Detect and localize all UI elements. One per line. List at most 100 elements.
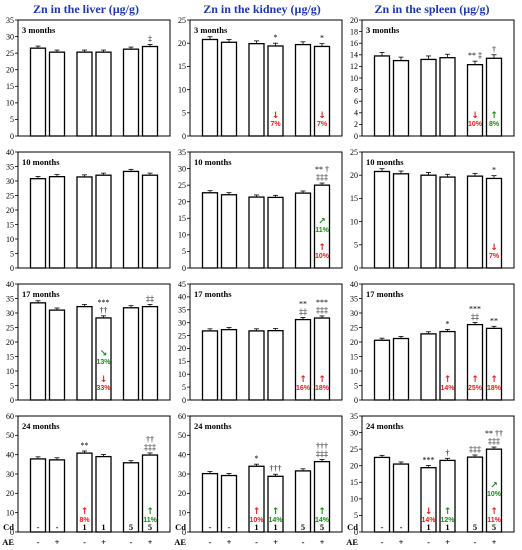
bar (420, 174, 437, 269)
y-tick-label: 40 (178, 293, 186, 302)
bar (201, 330, 219, 401)
up-arrow-icon: ↑ (81, 507, 89, 517)
bar (95, 455, 112, 533)
ae-row-label: AE (2, 537, 14, 547)
y-tick-label: 40 (6, 148, 14, 157)
bar (392, 173, 410, 269)
y-tick-label: 10 (178, 508, 186, 517)
y-tick-label: 60 (178, 412, 186, 421)
cd-dose-label: 5 (473, 522, 477, 532)
y-tick-label: 16 (350, 39, 358, 48)
y-tick-label: 20 (6, 489, 14, 498)
y-tick-label: 35 (178, 306, 186, 315)
y-tick-label: 25 (178, 331, 186, 340)
y-tick-label: 40 (178, 450, 186, 459)
significance-mark: ‡‡‡ (488, 437, 500, 446)
bar (439, 57, 456, 137)
bar (392, 59, 410, 137)
significance-mark: ‡‡‡ (316, 450, 328, 459)
up-arrow-icon: ↑ (490, 375, 498, 385)
ae-label: + (101, 537, 106, 547)
y-tick-label: 0 (182, 264, 186, 273)
bar (141, 45, 159, 137)
significance-mark: *** (469, 305, 481, 314)
y-tick-label: 35 (350, 294, 358, 303)
ae-label: - (37, 537, 40, 547)
y-tick-label: 30 (350, 428, 358, 437)
cd-dose-label: 5 (301, 522, 305, 532)
y-tick-label: 30 (6, 177, 14, 186)
y-tick-label: 45 (178, 280, 186, 289)
significance-mark: ** † (315, 165, 329, 174)
percent-change: 33% (96, 385, 111, 392)
cd-dose-label: - (56, 522, 59, 532)
y-tick-label: 10 (6, 235, 14, 244)
y-tick-label: 20 (350, 171, 358, 180)
y-tick-label: 30 (6, 470, 14, 479)
up-arrow-icon: ↑ (444, 375, 452, 385)
down-arrow-icon: ↓ (471, 111, 479, 121)
ae-label: + (492, 537, 497, 547)
period-label: 17 months (194, 289, 232, 299)
chart-panel: 0 5 10 15 20 25 30 35 3 months ‡ (6, 16, 171, 141)
bar (95, 51, 112, 137)
cd-dose-label: 5 (129, 522, 133, 532)
y-tick-label: 20 (350, 16, 358, 25)
y-tick-label: 14 (350, 51, 358, 60)
y-tick-label: 4 (354, 109, 358, 118)
diagonal-arrow-icon: ↗ (490, 481, 498, 491)
y-tick-label: 12 (350, 62, 358, 71)
y-tick-label: 15 (6, 82, 14, 91)
y-tick-label: 10 (178, 231, 186, 240)
significance-mark: ††† (316, 442, 328, 451)
significance-mark: ††† (270, 464, 282, 473)
y-tick-label: 20 (350, 338, 358, 347)
period-label: 10 months (366, 157, 404, 167)
percent-change: 14% (315, 517, 330, 524)
cd-dose-label: - (381, 522, 384, 532)
period-label: 3 months (366, 25, 400, 35)
cd-dose-label: 5 (320, 522, 324, 532)
bar (29, 302, 47, 401)
y-tick-label: 35 (6, 294, 14, 303)
significance-mark: * (274, 33, 278, 42)
ae-label: - (209, 537, 212, 547)
y-tick-label: 5 (182, 247, 186, 256)
up-arrow-icon: ↑ (253, 507, 261, 517)
bar (122, 48, 140, 137)
y-tick-label: 18 (350, 27, 358, 36)
y-tick-label: 2 (354, 120, 358, 129)
up-arrow-icon: ↑ (471, 375, 479, 385)
cd-dose-label: 1 (254, 522, 258, 532)
ae-label: + (273, 537, 278, 547)
bar (48, 175, 66, 269)
period-label: 10 months (194, 157, 232, 167)
ae-label: - (302, 537, 305, 547)
cd-row-label: Cd (175, 522, 186, 532)
significance-mark: †† (146, 435, 154, 444)
cd-dose-label: 5 (148, 522, 152, 532)
y-tick-label: 35 (178, 148, 186, 157)
y-tick-label: 10 (350, 495, 358, 504)
y-tick-label: 15 (350, 194, 358, 203)
bar (267, 330, 284, 401)
significance-mark: ** ‡ (468, 51, 482, 60)
bar (439, 176, 456, 269)
bar (141, 305, 159, 401)
period-label: 3 months (194, 25, 228, 35)
bar (220, 41, 238, 137)
y-tick-label: 40 (350, 280, 358, 289)
bar (373, 55, 391, 137)
significance-mark: ‡‡ (299, 307, 307, 316)
diagonal-arrow-icon: ↗ (318, 217, 326, 227)
percent-change: 11% (143, 517, 157, 524)
bar (76, 51, 93, 137)
percent-change: 8% (489, 121, 500, 128)
y-tick-label: 5 (354, 511, 358, 520)
period-label: 3 months (22, 25, 56, 35)
bar (122, 170, 140, 269)
y-tick-label: 20 (6, 338, 14, 347)
y-tick-label: 5 (182, 109, 186, 118)
bar (201, 38, 219, 137)
chart-panel: 0 5 10 15 20 25 30 35 40 10 months (6, 148, 171, 273)
